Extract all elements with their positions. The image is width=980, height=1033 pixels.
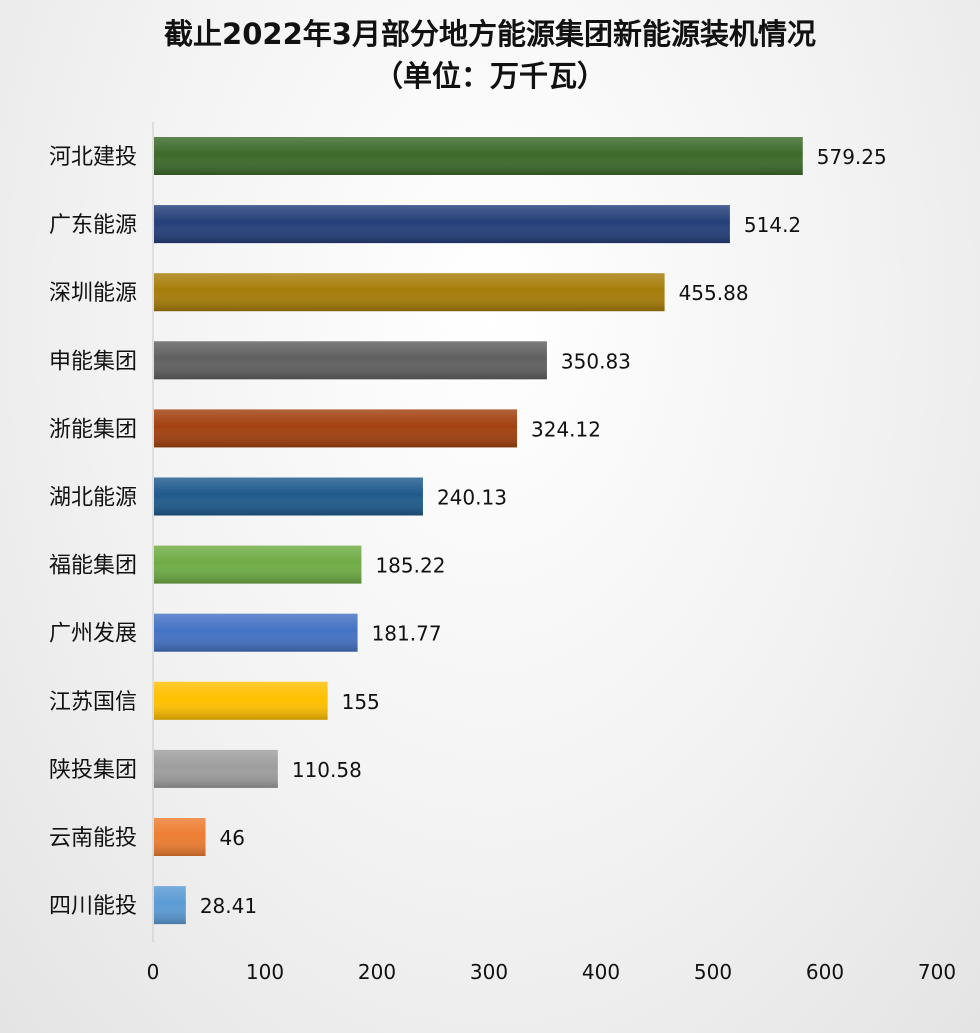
bar-shading bbox=[154, 273, 665, 312]
bar-shading bbox=[154, 886, 186, 925]
x-tick-label: 300 bbox=[470, 960, 508, 984]
chart-title: 截止2022年3月部分地方能源集团新能源装机情况 bbox=[164, 17, 816, 51]
x-tick-label: 700 bbox=[918, 960, 956, 984]
bar-shading bbox=[154, 818, 206, 856]
bar-shading bbox=[154, 749, 278, 788]
category-label: 陕投集团 bbox=[49, 758, 137, 783]
data-label: 514.2 bbox=[744, 213, 801, 237]
x-tick-label: 400 bbox=[582, 960, 620, 984]
bar-shading bbox=[154, 477, 423, 516]
category-label: 四川能投 bbox=[49, 894, 137, 919]
category-label: 河北建投 bbox=[49, 145, 137, 170]
bar-shading bbox=[154, 205, 730, 244]
category-label: 福能集团 bbox=[49, 554, 137, 579]
data-label: 240.13 bbox=[437, 486, 507, 510]
bar-shading bbox=[154, 545, 362, 584]
x-tick-label: 600 bbox=[806, 960, 844, 984]
data-label: 185.22 bbox=[375, 554, 445, 578]
bar-shading bbox=[154, 341, 547, 380]
category-label: 浙能集团 bbox=[49, 417, 137, 442]
data-label: 579.25 bbox=[817, 145, 887, 169]
category-label: 湖北能源 bbox=[49, 486, 137, 511]
data-label: 181.77 bbox=[372, 622, 442, 646]
category-label: 广州发展 bbox=[49, 622, 137, 647]
data-label: 155 bbox=[342, 690, 380, 714]
category-label: 深圳能源 bbox=[49, 281, 137, 306]
data-label: 350.83 bbox=[561, 349, 631, 373]
category-label: 广东能源 bbox=[49, 213, 137, 238]
bar-shading bbox=[154, 613, 358, 652]
x-tick-label: 100 bbox=[246, 960, 284, 984]
data-label: 324.12 bbox=[531, 417, 601, 441]
category-label: 江苏国信 bbox=[49, 690, 137, 715]
data-label: 455.88 bbox=[679, 281, 749, 305]
data-label: 46 bbox=[220, 826, 245, 850]
bar-shading bbox=[154, 409, 518, 448]
x-tick-label: 0 bbox=[147, 960, 160, 984]
chart-subtitle: （单位：万千瓦） bbox=[373, 59, 606, 93]
category-label: 申能集团 bbox=[49, 349, 137, 374]
bar-shading bbox=[154, 137, 803, 175]
x-tick-label: 500 bbox=[694, 960, 732, 984]
category-label: 云南能投 bbox=[49, 826, 137, 851]
data-label: 28.41 bbox=[200, 894, 257, 918]
x-tick-label: 200 bbox=[358, 960, 396, 984]
bar-shading bbox=[154, 681, 328, 720]
data-label: 110.58 bbox=[292, 758, 362, 782]
